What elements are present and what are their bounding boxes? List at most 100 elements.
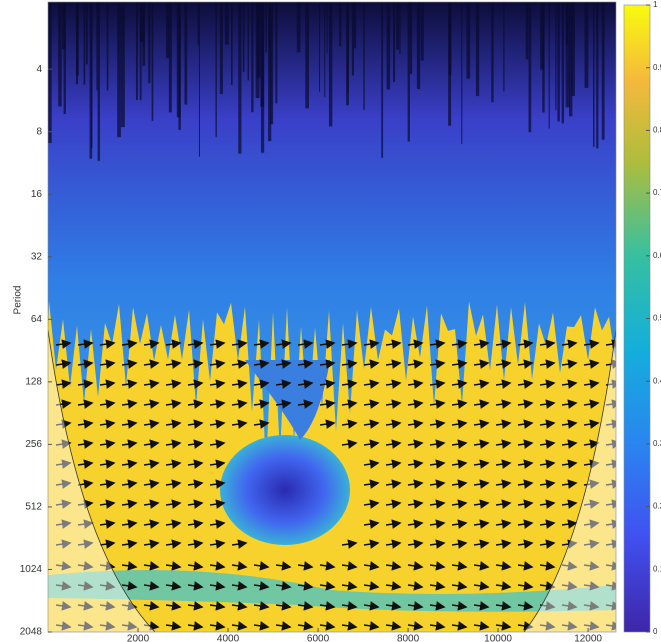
phase-arrow xyxy=(209,399,226,409)
phase-arrow xyxy=(495,339,512,349)
phase-arrow xyxy=(583,519,600,529)
phase-arrow xyxy=(451,519,468,529)
phase-arrow xyxy=(231,539,248,549)
phase-arrow xyxy=(407,601,424,611)
phase-arrow xyxy=(429,621,446,631)
y-tick-label: 16 xyxy=(31,189,43,200)
phase-arrow xyxy=(319,359,336,369)
phase-arrow xyxy=(451,581,468,591)
blob xyxy=(220,435,350,545)
phase-arrow xyxy=(55,519,72,529)
phase-arrow xyxy=(495,439,512,449)
phase-arrow xyxy=(363,439,380,449)
phase-arrow xyxy=(77,479,94,489)
phase-arrow xyxy=(561,419,578,429)
phase-arrow xyxy=(253,379,270,389)
phase-arrow xyxy=(429,561,446,571)
phase-arrow xyxy=(319,419,336,429)
y-tick-label: 512 xyxy=(25,502,42,513)
phase-arrow xyxy=(429,519,446,529)
phase-arrow xyxy=(495,601,512,611)
phase-arrow xyxy=(275,581,292,591)
phase-arrow xyxy=(363,601,380,611)
phase-arrow xyxy=(495,419,512,429)
phase-arrow xyxy=(77,601,94,611)
phase-arrow xyxy=(99,459,116,469)
phase-arrow xyxy=(605,419,616,429)
phase-arrow xyxy=(77,519,94,529)
phase-arrow xyxy=(55,561,72,571)
phase-arrow xyxy=(55,359,72,369)
phase-arrow xyxy=(495,379,512,389)
phase-arrow xyxy=(341,439,358,449)
phase-arrow xyxy=(253,621,270,631)
phase-arrow xyxy=(275,601,292,611)
phase-arrow xyxy=(451,499,468,509)
phase-arrow xyxy=(55,479,72,489)
phase-arrow xyxy=(253,359,270,369)
phase-arrow xyxy=(319,399,336,409)
phase-arrow xyxy=(121,601,138,611)
phase-arrow xyxy=(473,499,490,509)
phase-arrow xyxy=(99,359,116,369)
phase-arrow xyxy=(187,399,204,409)
phase-arrow xyxy=(165,439,182,449)
y-tick-label: 32 xyxy=(31,251,43,262)
phase-arrow xyxy=(561,499,578,509)
phase-arrow xyxy=(495,479,512,489)
phase-arrow xyxy=(429,359,446,369)
phase-arrow xyxy=(99,621,116,631)
phase-arrow xyxy=(385,601,402,611)
phase-arrow xyxy=(165,459,182,469)
phase-arrow xyxy=(253,419,270,429)
phase-arrow xyxy=(429,459,446,469)
phase-arrow xyxy=(473,621,490,631)
phase-arrow xyxy=(275,339,292,349)
phase-arrow xyxy=(297,339,314,349)
phase-arrow xyxy=(77,581,94,591)
x-tick-label: 10000 xyxy=(484,634,512,642)
phase-arrow xyxy=(231,621,248,631)
x-tick-label: 4000 xyxy=(217,634,240,642)
phase-arrow xyxy=(121,621,138,631)
phase-arrow xyxy=(253,399,270,409)
y-tick-label: 1024 xyxy=(20,564,43,575)
phase-arrow xyxy=(55,539,72,549)
plot-area xyxy=(48,2,616,632)
phase-arrow xyxy=(209,621,226,631)
y-axis-label: Period xyxy=(13,286,24,315)
phase-arrow xyxy=(209,339,226,349)
phase-arrow xyxy=(187,379,204,389)
phase-arrow xyxy=(99,539,116,549)
phase-arrow xyxy=(99,499,116,509)
phase-arrow xyxy=(451,561,468,571)
phase-arrow xyxy=(143,459,160,469)
phase-arrow xyxy=(143,479,160,489)
phase-arrow xyxy=(297,399,314,409)
phase-arrow xyxy=(517,399,534,409)
phase-arrow xyxy=(209,581,226,591)
phase-arrow xyxy=(143,439,160,449)
phase-arrow xyxy=(539,399,556,409)
phase-arrow xyxy=(209,601,226,611)
phase-arrow xyxy=(495,399,512,409)
phase-arrow xyxy=(121,419,138,429)
colorbar-tick-label: 0.8 xyxy=(653,126,661,135)
phase-arrow xyxy=(77,399,94,409)
phase-arrow xyxy=(187,459,204,469)
x-tick-label: 8000 xyxy=(397,634,420,642)
phase-arrow xyxy=(473,439,490,449)
phase-arrow xyxy=(451,399,468,409)
phase-arrow xyxy=(55,581,72,591)
phase-arrow xyxy=(275,379,292,389)
phase-arrow xyxy=(341,621,358,631)
phase-arrow xyxy=(605,621,616,631)
phase-arrow xyxy=(363,479,380,489)
phase-arrow xyxy=(363,399,380,409)
phase-arrow xyxy=(407,581,424,591)
phase-arrow xyxy=(319,621,336,631)
x-tick-label: 6000 xyxy=(307,634,330,642)
phase-arrow xyxy=(143,561,160,571)
phase-arrow xyxy=(473,419,490,429)
phase-arrow xyxy=(99,399,116,409)
